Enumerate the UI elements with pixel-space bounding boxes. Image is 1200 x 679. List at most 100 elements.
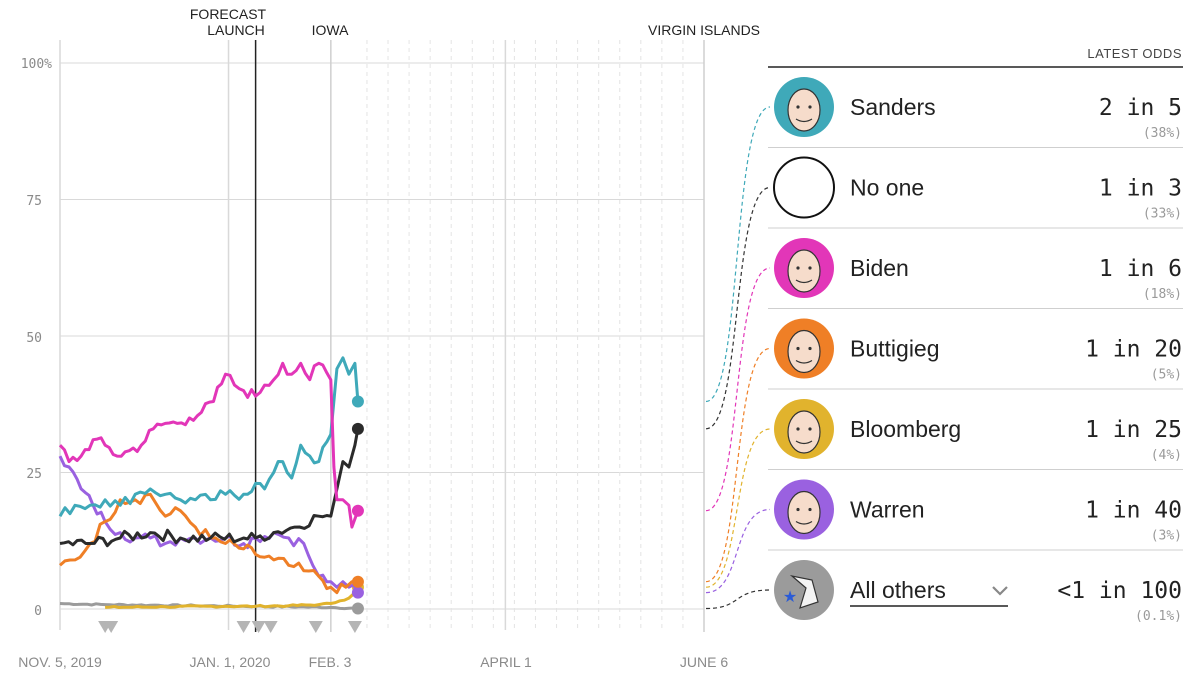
latest-odds-header: LATEST ODDS	[1087, 46, 1182, 61]
event-markers	[98, 621, 362, 633]
avatar-face	[787, 490, 821, 535]
legend-name: Warren	[850, 497, 925, 523]
event-marker	[308, 621, 323, 633]
series-line-biden	[58, 361, 360, 529]
avatar-eye	[796, 105, 800, 109]
legend-odds: 1 in 40	[1085, 498, 1182, 524]
legend-odds: 2 in 5	[1099, 95, 1182, 121]
connector-no_one	[705, 186, 771, 430]
x-tick-label: JAN. 1, 2020	[190, 654, 271, 670]
series-endpoint-buttigieg	[351, 575, 364, 588]
event-lines: FORECAST LAUNCH IOWA VIRGIN ISLANDS	[190, 6, 760, 632]
connector-warren	[705, 508, 771, 594]
legend-row-bloomberg: Bloomberg 1 in 25 (4%)	[768, 399, 1183, 470]
avatar-no_one	[773, 156, 835, 219]
legend-odds: <1 in 100	[1057, 578, 1182, 604]
series-line-no_one	[59, 428, 360, 548]
avatar-mouth	[795, 118, 813, 123]
avatar-mouth	[795, 520, 813, 525]
connector-buttigieg	[705, 347, 771, 583]
event-label-forecast-line1: FORECAST	[190, 6, 267, 22]
legend-row-sanders: Sanders 2 in 5 (38%)	[768, 77, 1183, 148]
legend-pct: (18%)	[1143, 287, 1182, 302]
legend-connectors	[705, 106, 771, 610]
series-line-warren	[58, 455, 360, 594]
connector-sanders	[705, 106, 771, 403]
avatar-eye	[808, 346, 812, 351]
avatar-eye	[808, 427, 812, 431]
legend-pct: (3%)	[1151, 529, 1182, 544]
series-endpoint-warren	[351, 586, 364, 599]
series-endpoint-no_one	[351, 422, 364, 435]
legend-name: Buttigieg	[850, 336, 940, 362]
x-tick-label: NOV. 5, 2019	[18, 654, 102, 670]
y-tick-label: 0	[34, 604, 42, 619]
grid	[59, 40, 704, 630]
x-tick-label: FEB. 3	[309, 654, 352, 670]
avatar-face	[787, 410, 821, 454]
y-tick-label: 25	[26, 467, 42, 482]
event-marker	[347, 621, 362, 633]
legend-row-others[interactable]: ★ All others <1 in 100 (0.1%)	[774, 560, 1182, 624]
legend-odds: 1 in 20	[1085, 337, 1182, 363]
x-tick-label: JUNE 6	[680, 654, 728, 670]
event-label-iowa: IOWA	[312, 22, 349, 38]
event-label-virgin-islands: VIRGIN ISLANDS	[648, 22, 760, 38]
series-endpoint-biden	[351, 504, 364, 517]
legend-name: Biden	[850, 255, 909, 281]
avatar-eye	[796, 427, 800, 431]
series-line-buttigieg	[59, 492, 358, 595]
connector-bloomberg	[705, 428, 771, 588]
connector-biden	[705, 267, 771, 512]
legend-row-no_one: No one 1 in 3 (33%)	[768, 156, 1183, 229]
series-endpoint-others	[351, 602, 364, 615]
event-label-forecast-line2: LAUNCH	[207, 22, 265, 38]
legend-row-buttigieg: Buttigieg 1 in 20 (5%)	[768, 318, 1183, 390]
avatar-face	[787, 249, 821, 293]
legend-pct: (38%)	[1143, 126, 1182, 141]
donkey-icon	[774, 560, 834, 620]
star-icon: ★	[783, 589, 797, 606]
series-line-sanders	[58, 356, 360, 517]
avatar-eye	[808, 507, 812, 512]
legend-odds: 1 in 3	[1099, 176, 1182, 202]
y-tick-label: 50	[26, 331, 42, 346]
donkey-head	[789, 574, 819, 609]
y-tick-label: 75	[26, 194, 42, 209]
avatar-mouth	[795, 279, 813, 284]
legend-name: No one	[850, 175, 924, 201]
avatar-face	[787, 329, 821, 374]
legend-odds: 1 in 6	[1099, 256, 1182, 282]
avatar-eye	[796, 507, 800, 512]
event-marker	[104, 621, 119, 633]
legend-name: Bloomberg	[850, 416, 961, 442]
event-marker	[251, 621, 266, 633]
event-marker	[263, 621, 278, 633]
legend-pct: (33%)	[1143, 207, 1182, 222]
legend-odds: 1 in 25	[1085, 417, 1182, 443]
legend-name: Sanders	[850, 94, 936, 120]
legend-pct: (4%)	[1151, 448, 1182, 463]
avatar-eye	[808, 105, 812, 109]
event-marker	[236, 621, 251, 633]
legend-pct: (5%)	[1151, 368, 1182, 383]
connector-others	[705, 589, 771, 610]
series-endpoint-sanders	[351, 395, 364, 408]
avatar-eye	[808, 266, 812, 270]
legend-row-biden: Biden 1 in 6 (18%)	[768, 238, 1183, 309]
avatar-mouth	[795, 440, 813, 445]
y-axis: 100% 75 50 25 0	[21, 57, 52, 619]
x-axis: NOV. 5, 2019 JAN. 1, 2020 FEB. 3 APRIL 1…	[18, 654, 728, 670]
series-line-bloomberg	[105, 586, 360, 609]
avatar-eye	[796, 266, 800, 270]
avatar-mouth	[795, 359, 813, 364]
chevron-down-icon[interactable]	[992, 586, 1008, 596]
legend-name: All others	[850, 577, 946, 603]
legend-pct: (0.1%)	[1135, 609, 1182, 624]
series-lines	[58, 356, 364, 615]
legend-row-warren: Warren 1 in 40 (3%)	[768, 479, 1183, 551]
y-tick-label: 100%	[21, 57, 52, 72]
x-tick-label: APRIL 1	[480, 654, 532, 670]
avatar-face	[787, 88, 821, 132]
